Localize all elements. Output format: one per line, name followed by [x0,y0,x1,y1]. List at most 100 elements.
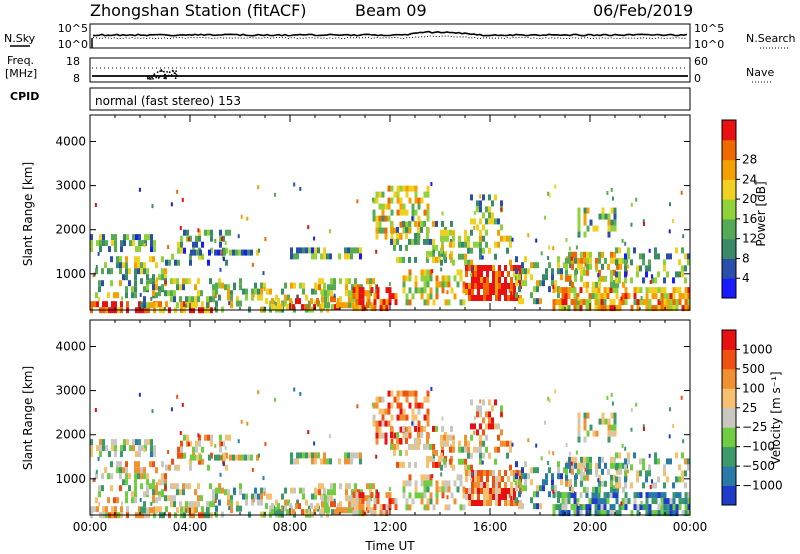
heatmap-cell [222,253,225,260]
heatmap-cell [561,510,565,517]
heatmap-cell [447,281,451,288]
colorbar-segment [722,159,736,180]
heatmap-cell [565,462,568,469]
heatmap-cell [489,295,492,301]
heatmap-cell [208,249,211,256]
heatmap-cell [470,259,473,266]
heatmap-cell [329,253,332,260]
heatmap-cell [519,265,522,271]
heatmap-cell [500,412,503,417]
heatmap-cell [583,207,587,214]
heatmap-cell [503,235,506,242]
heatmap-cell [417,443,420,450]
heatmap-cell [229,249,232,256]
heatmap-cell [452,446,455,453]
heatmap-cell [423,443,426,450]
heatmap-cell [140,278,143,285]
heatmap-cell [338,458,341,465]
heatmap-cell [642,458,645,465]
heatmap-cell [152,302,155,309]
heatmap-cell [645,492,649,499]
heatmap-cell [495,494,498,500]
heatmap-cell [420,287,424,294]
heatmap-cell [659,296,662,301]
heatmap-cell [138,301,141,308]
heatmap-cell [280,506,283,511]
heatmap-cell [513,500,516,506]
heatmap-cell [603,305,607,312]
heatmap-cell [606,492,610,499]
heatmap-cell [355,293,359,300]
heatmap-cell [583,424,587,431]
heatmap-cell [144,240,147,247]
heatmap-cell [607,219,611,226]
heatmap-cell [95,292,98,299]
heatmap-cell [208,454,211,461]
heatmap-cell [483,500,486,506]
heatmap-cell [274,304,277,311]
heatmap-cell [414,281,418,288]
heatmap-cell [414,492,418,499]
heatmap-cell [121,296,124,301]
heatmap-cell [356,199,359,204]
heatmap-cell [645,271,648,278]
heatmap-cell [105,445,108,452]
heatmap-cell [571,263,574,270]
heatmap-cell [426,293,430,300]
heatmap-cell [583,456,586,463]
heatmap-cell [320,253,323,260]
heatmap-cell [206,302,209,309]
heatmap-cell [381,209,385,216]
heatmap-cell [609,299,613,306]
colorbar-tick-label: 20 [742,192,757,206]
heatmap-cell [492,289,495,295]
heatmap-cell [263,491,266,496]
heatmap-cell [633,452,636,459]
heatmap-cell [321,278,324,285]
heatmap-cell [284,300,287,307]
heatmap-cell [648,259,651,266]
heatmap-cell [152,479,155,486]
heatmap-cell [232,454,235,461]
heatmap-cell [348,483,351,490]
heatmap-cell [474,265,477,271]
nave-right-tick-high: 60 [694,55,708,68]
heatmap-cell [513,476,516,482]
heatmap-cell [359,247,362,254]
heatmap-cell [577,213,581,220]
heatmap-cell [399,256,402,263]
heatmap-cell [390,185,394,192]
heatmap-cell [195,440,198,447]
heatmap-cell [308,300,311,307]
heatmap-cell [571,456,574,463]
heatmap-cell [180,241,183,248]
heatmap-cell [420,226,423,233]
heatmap-cell [128,268,131,275]
colorbar-segment [722,349,736,370]
heatmap-cell [396,232,399,239]
heatmap-cell [612,510,616,517]
colorbar-segment [722,199,736,220]
heatmap-cell [393,432,397,439]
heatmap-cell [554,389,557,394]
heatmap-cell [399,449,402,456]
heatmap-cell [381,215,385,222]
power-ylabel: Slant Range [km] [21,162,35,266]
heatmap-cell [613,456,616,463]
heatmap-cell [600,293,604,300]
heatmap-cell [458,241,461,248]
heatmap-cell [375,233,379,240]
heatmap-cell [378,426,382,433]
heatmap-cell [476,224,479,231]
heatmap-cell [681,470,684,477]
heatmap-cell [613,484,616,489]
heatmap-cell [209,278,212,285]
heatmap-cell [201,506,204,513]
heatmap-cell [603,492,607,499]
cpid-value: normal (fast stereo) 153 [95,94,241,108]
heatmap-cell [356,452,359,459]
heatmap-cell [123,240,126,247]
heatmap-cell [173,483,176,490]
heatmap-cell [101,268,104,275]
heatmap-cell [486,283,489,289]
